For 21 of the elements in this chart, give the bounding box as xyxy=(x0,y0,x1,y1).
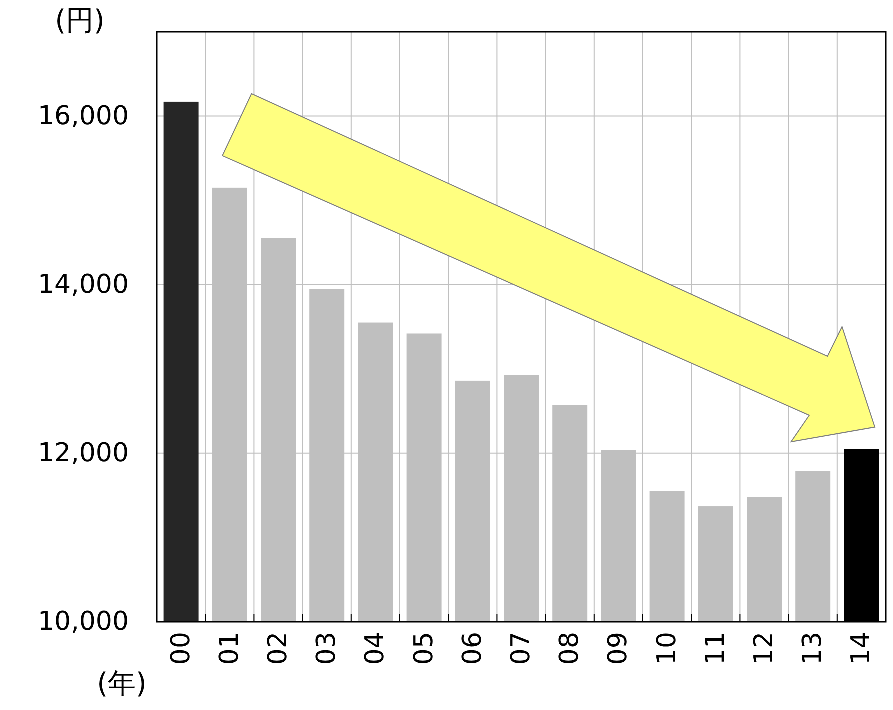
x-tick-label: 13 xyxy=(798,632,828,666)
y-tick-label: 12,000 xyxy=(38,438,129,468)
x-tick-label: 01 xyxy=(214,632,245,666)
y-tick-label: 14,000 xyxy=(38,270,129,300)
x-tick-label: 11 xyxy=(700,632,731,666)
x-tick-label: 07 xyxy=(506,632,536,666)
y-axis-title: (円) xyxy=(55,4,105,37)
x-tick-label: 14 xyxy=(846,632,877,666)
y-tick-label: 10,000 xyxy=(38,607,129,637)
x-tick-label: 09 xyxy=(604,632,634,666)
x-tick-label: 03 xyxy=(312,632,342,666)
x-tick-label: 00 xyxy=(166,632,196,666)
x-tick-label: 04 xyxy=(360,632,391,666)
x-axis-title: (年) xyxy=(97,667,147,700)
x-tick-label: 12 xyxy=(750,632,780,666)
x-tick-label: 08 xyxy=(555,632,586,666)
x-tick-label: 05 xyxy=(409,632,440,666)
x-tick-label: 02 xyxy=(264,632,294,666)
x-tick-label: 10 xyxy=(652,632,682,666)
y-tick-label: 16,000 xyxy=(38,101,129,132)
x-tick-label: 06 xyxy=(458,632,488,666)
